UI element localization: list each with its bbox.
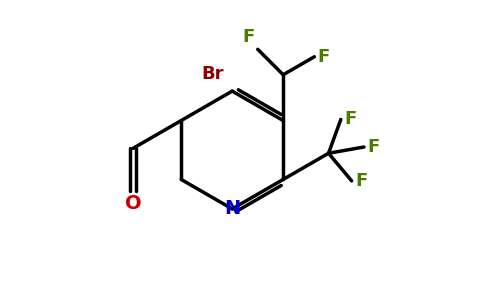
Text: Br: Br (201, 65, 224, 83)
Text: O: O (125, 194, 141, 213)
Text: N: N (224, 200, 241, 218)
Text: F: F (367, 138, 379, 156)
Text: F: F (318, 48, 330, 66)
Text: F: F (344, 110, 356, 128)
Text: F: F (355, 172, 367, 190)
Text: F: F (242, 28, 255, 46)
